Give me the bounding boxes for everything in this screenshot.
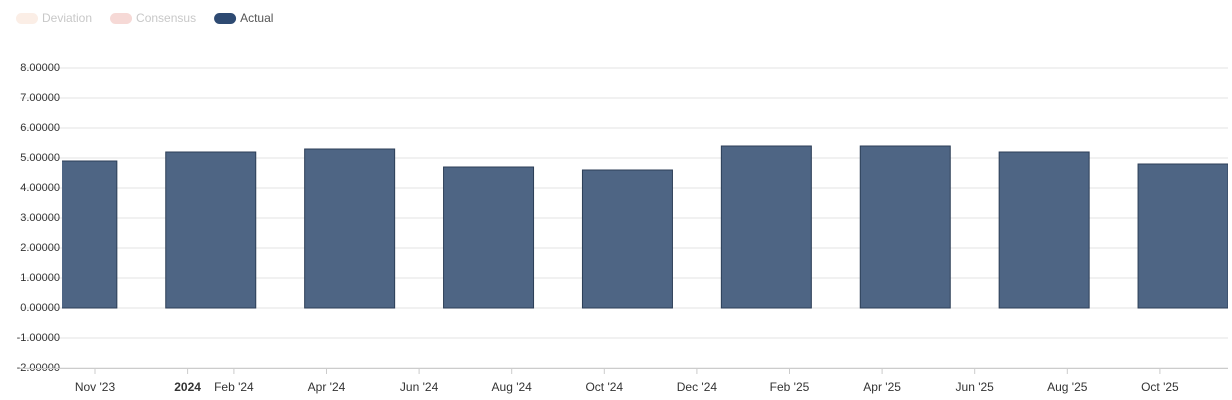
x-tick-label: Feb '25 [770,380,810,394]
x-tick-label: Nov '23 [75,380,116,394]
x-tick-label: Oct '24 [585,380,623,394]
bar [443,166,535,309]
x-tick-label: Oct '25 [1141,380,1179,394]
y-tick-label: 4.00000 [20,182,60,194]
bar [165,151,257,309]
x-tick-label: Aug '25 [1047,380,1088,394]
legend-label[interactable]: Actual [240,11,273,25]
x-tick-label: Aug '24 [492,380,533,394]
legend-swatch[interactable] [16,13,38,24]
legend-swatch[interactable] [110,13,133,24]
x-tick-label: 2024 [174,380,201,394]
bar [581,169,673,309]
bar [62,160,118,309]
bar [859,145,951,309]
y-tick-label: 7.00000 [20,92,60,104]
x-tick-label: Dec '24 [677,380,718,394]
x-tick-label: Feb '24 [214,380,254,394]
legend-label[interactable]: Consensus [136,11,196,25]
bars [62,145,1228,309]
y-tick-label: -2.00000 [17,362,60,374]
legend-swatch[interactable] [214,13,237,24]
legend: Deviation Consensus Actual [16,11,273,25]
y-tick-label: 5.00000 [20,152,60,164]
axes: -2.00000 -1.00000 0.00000 1.00000 2.00000 3.0… [17,62,1228,394]
bar [720,145,812,309]
y-tick-label: 3.00000 [20,212,60,224]
bar [304,148,396,309]
x-tick-label: Jun '25 [956,380,995,394]
y-tick-label: 0.00000 [20,302,60,314]
x-tick-label: Jun '24 [400,380,439,394]
x-tick-label: Apr '24 [308,380,346,394]
y-tick-label: 2.00000 [20,242,60,254]
bar [1137,163,1228,309]
y-tick-label: 6.00000 [20,122,60,134]
x-tick-label: Apr '25 [863,380,901,394]
y-tick-label: -1.00000 [17,332,60,344]
y-tick-label: 1.00000 [20,272,60,284]
bar [998,151,1090,309]
y-tick-label: 8.00000 [20,62,60,74]
legend-label[interactable]: Deviation [42,11,92,25]
